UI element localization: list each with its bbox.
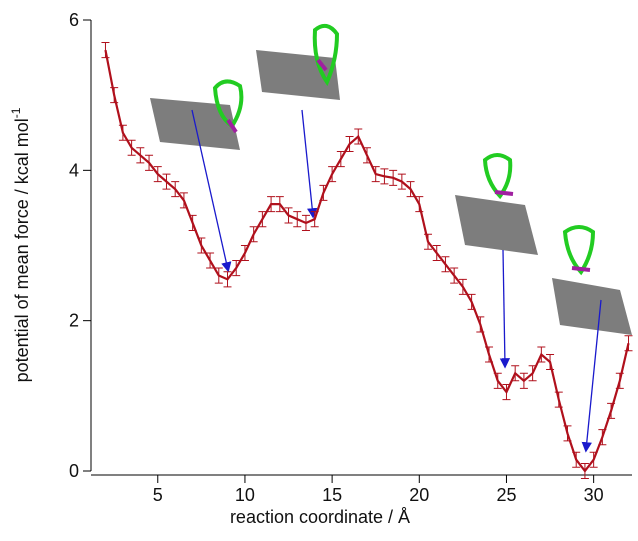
x-tick-label: 10 [235, 485, 255, 505]
y-tick-label: 0 [69, 461, 79, 481]
molecule-2 [256, 23, 340, 100]
molecule-3 [455, 153, 538, 255]
x-tick-label: 5 [153, 485, 163, 505]
y-tick-label: 2 [69, 311, 79, 331]
molecule-illustrations [150, 23, 632, 453]
x-tick-label: 20 [409, 485, 429, 505]
y-tick-label: 4 [69, 160, 79, 180]
y-axis-label-text: potential of mean force / kcal mol [12, 118, 32, 382]
y-axis-label: potential of mean force / kcal mol-1 [9, 107, 32, 382]
pmf-line [104, 49, 630, 473]
molecule-1 [150, 79, 244, 150]
y-axis-label-superscript: -1 [9, 107, 23, 118]
x-tick-label: 25 [496, 485, 516, 505]
molecule-4 [552, 225, 632, 335]
x-tick-label: 15 [322, 485, 342, 505]
arrows [191, 109, 602, 453]
y-tick-label: 6 [69, 10, 79, 30]
x-axis-label: reaction coordinate / Å [230, 507, 410, 527]
x-tick-label: 30 [584, 485, 604, 505]
